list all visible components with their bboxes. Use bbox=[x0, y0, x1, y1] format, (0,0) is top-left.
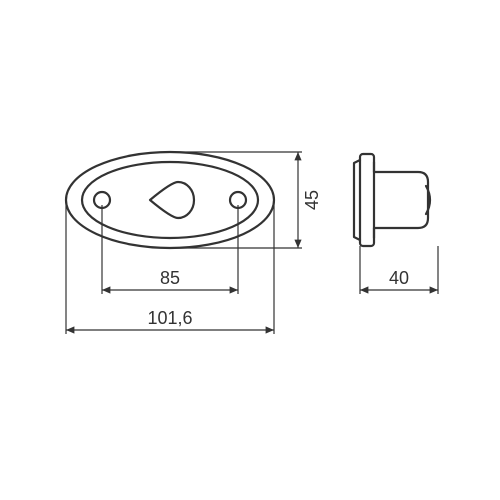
front-view bbox=[66, 152, 274, 248]
body-cylinder bbox=[374, 172, 428, 228]
technical-drawing: 45 85 101,6 40 bbox=[0, 0, 500, 500]
dim-hole-span: 85 bbox=[102, 205, 238, 294]
outer-bezel bbox=[66, 152, 274, 248]
inner-face bbox=[82, 162, 258, 238]
flange-plate bbox=[360, 154, 374, 246]
dim-depth-label: 40 bbox=[389, 268, 409, 288]
dim-overall-width-label: 101,6 bbox=[147, 308, 192, 328]
teardrop-feature bbox=[150, 182, 194, 218]
dim-height-label: 45 bbox=[302, 190, 322, 210]
dim-overall-width: 101,6 bbox=[66, 200, 274, 334]
dim-depth: 40 bbox=[360, 246, 438, 294]
dim-hole-span-label: 85 bbox=[160, 268, 180, 288]
side-view bbox=[354, 154, 430, 246]
